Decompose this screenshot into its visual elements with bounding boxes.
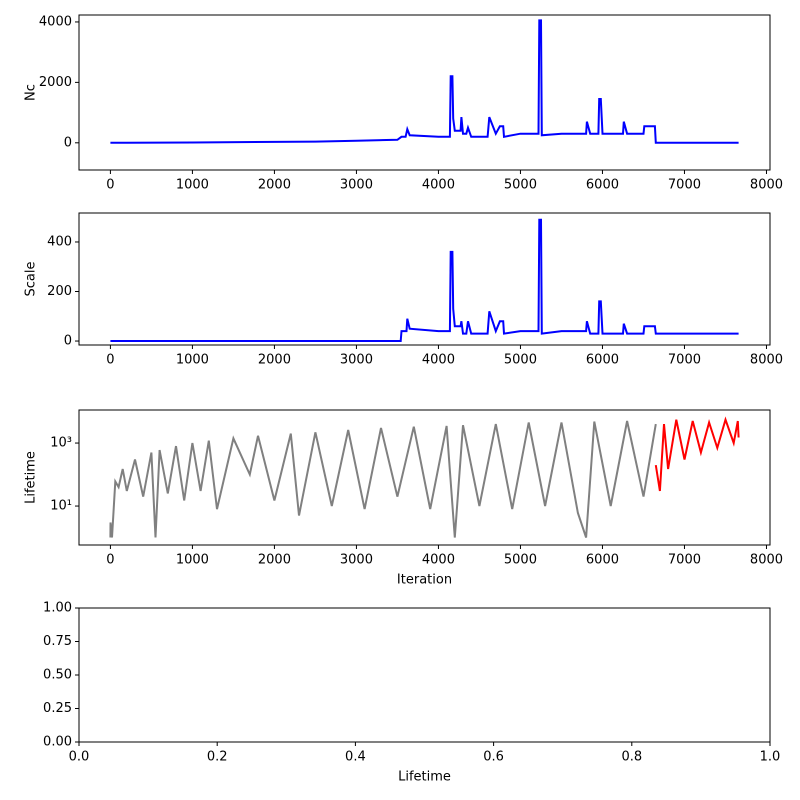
x-tick-label: 4000 — [422, 178, 455, 193]
x-tick-label: 5000 — [504, 178, 537, 193]
x-tick-label: 8000 — [750, 553, 783, 568]
x-tick-label: 1000 — [176, 178, 209, 193]
x-tick-label: 5000 — [504, 353, 537, 368]
x-tick-label: 1.0 — [760, 750, 781, 765]
y-axis-label: Scale — [24, 262, 39, 297]
x-tick-label: 1000 — [176, 553, 209, 568]
x-tick-label: 4000 — [422, 353, 455, 368]
x-tick-label: 7000 — [668, 553, 701, 568]
y-tick-label: 4000 — [39, 14, 72, 29]
x-tick-label: 2000 — [258, 553, 291, 568]
x-tick-label: 3000 — [340, 353, 373, 368]
x-tick-label: 0 — [106, 553, 114, 568]
x-tick-label: 0.0 — [69, 750, 90, 765]
y-tick-label: 10³ — [50, 436, 72, 451]
y-axis-label: Lifetime — [24, 451, 39, 504]
y-tick-label: 0.00 — [43, 735, 72, 750]
x-tick-label: 2000 — [258, 178, 291, 193]
x-tick-label: 3000 — [340, 178, 373, 193]
y-tick-label: 400 — [47, 234, 72, 249]
x-tick-label: 8000 — [750, 178, 783, 193]
x-tick-label: 5000 — [504, 553, 537, 568]
x-tick-label: 8000 — [750, 353, 783, 368]
y-tick-label: 10¹ — [50, 499, 72, 514]
y-tick-label: 0.75 — [43, 634, 72, 649]
x-tick-label: 7000 — [668, 353, 701, 368]
axes-frame — [78, 409, 771, 546]
x-tick-label: 0.2 — [207, 750, 228, 765]
y-tick-label: 1.00 — [43, 601, 72, 616]
y-tick-label: 0.50 — [43, 668, 72, 683]
x-tick-label: 0.8 — [621, 750, 642, 765]
x-tick-label: 4000 — [422, 553, 455, 568]
data-line — [109, 420, 657, 538]
data-line — [654, 416, 740, 492]
x-tick-label: 6000 — [586, 178, 619, 193]
y-tick-label: 0 — [64, 135, 72, 150]
y-tick-label: 2000 — [39, 75, 72, 90]
x-tick-label: 6000 — [586, 553, 619, 568]
y-tick-label: 0 — [64, 334, 72, 349]
x-tick-label: 0 — [106, 353, 114, 368]
axes-frame — [78, 607, 771, 743]
x-tick-label: 3000 — [340, 553, 373, 568]
data-line — [110, 218, 739, 342]
axes-frame — [78, 212, 771, 346]
x-axis-label: Lifetime — [398, 770, 451, 785]
x-tick-label: 7000 — [668, 178, 701, 193]
x-tick-label: 6000 — [586, 353, 619, 368]
x-tick-label: 0.6 — [483, 750, 504, 765]
data-line — [110, 19, 739, 144]
x-tick-label: 0 — [106, 178, 114, 193]
axes-frame — [78, 14, 771, 171]
x-tick-label: 1000 — [176, 353, 209, 368]
y-tick-label: 200 — [47, 284, 72, 299]
y-tick-label: 0.25 — [43, 701, 72, 716]
x-axis-label: Iteration — [397, 573, 452, 588]
x-tick-label: 2000 — [258, 353, 291, 368]
x-tick-label: 0.4 — [345, 750, 366, 765]
y-axis-label: Nc — [24, 84, 39, 101]
